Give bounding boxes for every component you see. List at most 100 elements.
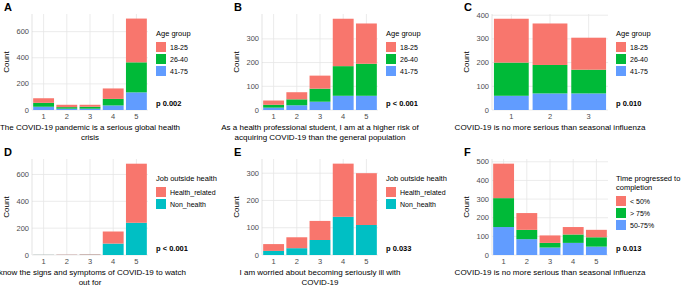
panel: E0100200300Count12345I am worried about … — [232, 146, 447, 287]
legend-title-line: Age group — [616, 29, 651, 38]
bar — [333, 217, 354, 255]
bars — [33, 19, 147, 110]
panel-label: C — [464, 1, 472, 13]
y-axis-line — [32, 14, 33, 110]
legend-title-line: completion — [616, 183, 652, 192]
y-axis-line — [492, 14, 493, 110]
grid-line-x — [273, 14, 274, 110]
x-tick-label: 1 — [42, 112, 46, 121]
bar — [103, 88, 124, 98]
x-axis-label: As a health professional student, I am a… — [221, 123, 419, 142]
bar — [586, 247, 607, 255]
bar — [103, 244, 124, 255]
p-value: p < 0.001 — [156, 244, 188, 253]
x-axis-label-line: I know the signs and symptoms of COVID-1… — [0, 268, 186, 277]
legend-title-line: Age group — [156, 29, 191, 38]
bar — [533, 65, 568, 93]
panel: A0200400600Count12345The COVID-19 pandem… — [0, 1, 191, 142]
x-axis-label-line: out for — [79, 278, 102, 287]
bar — [356, 23, 377, 63]
x-tick-label: 2 — [295, 112, 299, 121]
bar — [493, 198, 514, 227]
x-tick-label: 5 — [134, 257, 138, 266]
bar — [571, 38, 606, 70]
grid-line-x — [90, 159, 91, 255]
panel-label: A — [4, 1, 12, 13]
bar — [310, 240, 331, 255]
x-axis-label-line: As a health professional student, I am a… — [221, 123, 419, 132]
bar — [533, 23, 568, 64]
bar — [286, 92, 307, 99]
y-tick-label: 200 — [16, 224, 29, 233]
y-tick-label: 400 — [476, 11, 489, 20]
p-value: p 0.010 — [616, 99, 641, 108]
bar — [286, 99, 307, 105]
bar — [356, 64, 377, 96]
y-axis-label: Count — [462, 51, 471, 73]
y-tick-label: 0 — [485, 251, 489, 260]
legend-swatch — [616, 54, 626, 64]
p-value: p 0.033 — [386, 244, 411, 253]
legend-label: 26-40 — [630, 56, 648, 63]
bar — [80, 105, 101, 107]
x-tick-label: 4 — [341, 257, 345, 266]
x-axis-label: The COVID-19 pandemic is a serious globa… — [0, 123, 180, 142]
legend-label: 26-40 — [170, 56, 188, 63]
bar — [310, 89, 331, 102]
panel-label: B — [234, 1, 242, 13]
x-tick-label: 2 — [525, 257, 529, 266]
x-axis-label-line: The COVID-19 pandemic is a serious globa… — [0, 123, 180, 132]
bar — [263, 108, 284, 110]
panel-label: F — [464, 146, 471, 158]
x-axis-label-line: COVID-19 — [302, 278, 339, 287]
legend-label: 41-75 — [400, 68, 418, 75]
bar — [494, 63, 529, 96]
bar — [126, 223, 147, 255]
x-axis-label-line: COVID-19 is no more serious than seasona… — [455, 268, 646, 277]
bar — [103, 105, 124, 110]
bars — [494, 19, 606, 110]
x-tick-label: 3 — [318, 257, 322, 266]
bar — [56, 105, 77, 107]
x-axis-label-line: acquiring COVID-19 than the general popu… — [235, 133, 406, 142]
bar — [356, 173, 377, 225]
bar — [533, 93, 568, 110]
x-tick-label: 4 — [111, 112, 115, 121]
x-axis-label-line: COVID-19 is no more serious than seasona… — [455, 123, 646, 132]
y-tick-label: 0 — [255, 251, 259, 260]
bar — [516, 239, 537, 255]
bar — [333, 96, 354, 110]
bar — [56, 254, 77, 255]
bar — [571, 70, 606, 94]
y-tick-label: 100 — [476, 82, 489, 91]
y-axis-label: Count — [232, 196, 241, 218]
grid-line-x — [43, 14, 44, 110]
x-axis-label: COVID-19 is no more serious than seasona… — [455, 268, 646, 277]
y-tick-label: 100 — [246, 82, 259, 91]
bar — [126, 164, 147, 223]
figure: A0200400600Count12345The COVID-19 pandem… — [0, 0, 690, 290]
y-tick-label: 400 — [476, 176, 489, 185]
y-tick-label: 300 — [246, 34, 259, 43]
x-axis-label-line: crisis — [81, 133, 99, 142]
bar — [286, 237, 307, 248]
x-tick-label: 3 — [318, 112, 322, 121]
bar — [263, 251, 284, 255]
p-value: p 0.002 — [156, 99, 181, 108]
legend-label: < 50% — [630, 198, 650, 205]
y-tick-label: 0 — [255, 106, 259, 115]
y-tick-label: 400 — [16, 53, 29, 62]
bar — [540, 235, 561, 242]
x-tick-label: 2 — [65, 112, 69, 121]
panel: C0100200300400Count123COVID-19 is no mor… — [455, 1, 651, 132]
y-tick-label: 100 — [476, 232, 489, 241]
bar — [494, 19, 529, 63]
bar — [56, 109, 77, 110]
y-tick-label: 200 — [246, 196, 259, 205]
legend-title: Age group — [156, 29, 191, 38]
bar — [33, 107, 54, 110]
grid-line-x — [43, 159, 44, 255]
bar — [33, 254, 54, 255]
y-tick-label: 100 — [246, 223, 259, 232]
bar — [356, 96, 377, 110]
